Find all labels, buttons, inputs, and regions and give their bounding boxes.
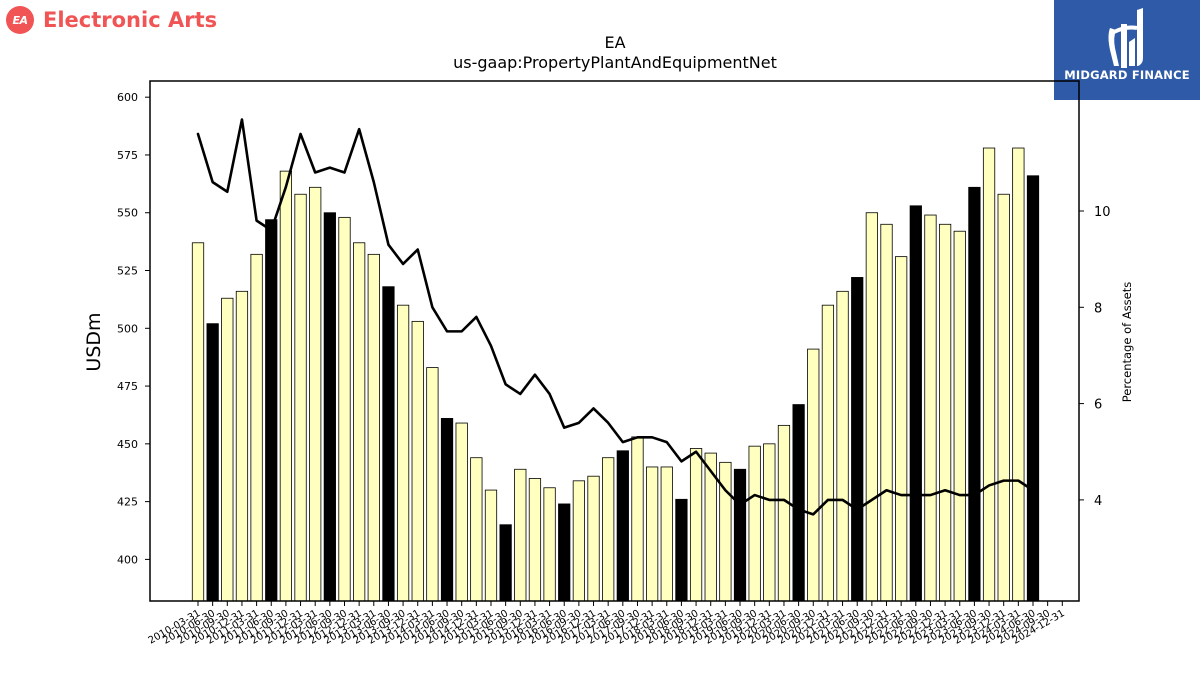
bar	[279, 170, 293, 602]
ea-logo-icon: EA	[6, 6, 34, 34]
y-tick-label: 575	[117, 149, 138, 162]
bar	[382, 286, 395, 602]
bar	[514, 468, 527, 602]
bar	[851, 277, 864, 602]
bar	[558, 503, 571, 602]
bar	[396, 304, 410, 602]
bar	[484, 489, 498, 602]
bar	[631, 436, 644, 602]
bar	[777, 424, 791, 602]
y-tick-label: 500	[117, 322, 138, 335]
y-tick-label: 450	[117, 438, 138, 451]
bar	[865, 212, 878, 602]
bar	[895, 256, 908, 602]
bar	[821, 304, 835, 602]
bar	[646, 466, 659, 602]
y-tick-label: 600	[117, 91, 138, 104]
bar	[1026, 175, 1040, 602]
sponsor-name: MIDGARD FINANCE	[1064, 68, 1190, 82]
bar	[982, 147, 996, 602]
bar	[938, 223, 952, 602]
y2-tick-label: 10	[1094, 205, 1111, 220]
line-group	[196, 118, 1035, 516]
bar	[367, 253, 380, 602]
y-tick-label: 475	[117, 380, 138, 393]
bar	[792, 404, 805, 602]
y-tick-label: 550	[117, 207, 138, 220]
bar	[235, 290, 249, 602]
bar	[675, 498, 688, 602]
bar	[411, 320, 424, 602]
bar	[309, 186, 322, 602]
y2-axis: 4 6 8 10	[1079, 205, 1111, 509]
bar	[455, 422, 468, 602]
bar	[924, 214, 937, 602]
percentage-line	[196, 118, 1035, 516]
bar	[733, 468, 747, 602]
bar	[602, 457, 615, 602]
chart-subtitle: us-gaap:PropertyPlantAndEquipmentNet	[453, 53, 777, 72]
bar	[997, 193, 1010, 602]
y-tick-label: 425	[117, 496, 138, 509]
bar	[968, 186, 981, 602]
bar	[748, 445, 761, 602]
bar	[338, 216, 351, 602]
bar	[1012, 147, 1025, 602]
y2-tick-label: 4	[1094, 494, 1102, 509]
bar	[265, 219, 278, 602]
bar	[616, 450, 629, 602]
bar	[470, 457, 483, 602]
bar	[206, 323, 219, 602]
y-tick-label: 525	[117, 265, 138, 278]
brand-name: Electronic Arts	[43, 8, 218, 32]
bar	[763, 443, 776, 602]
y2-tick-label: 8	[1094, 301, 1102, 316]
bar	[880, 223, 893, 602]
bar	[294, 193, 307, 602]
bar	[353, 242, 366, 602]
bar	[909, 205, 922, 602]
brand-header: EA Electronic Arts	[6, 5, 217, 35]
midgard-logo-icon	[1108, 8, 1143, 68]
bar	[836, 290, 849, 602]
bar	[587, 475, 600, 602]
bar	[323, 212, 336, 602]
bars-group	[191, 147, 1040, 602]
y2-tick-label: 6	[1094, 398, 1102, 413]
plot-frame	[149, 80, 1080, 602]
bar	[426, 367, 439, 602]
bar	[528, 478, 542, 602]
bar	[191, 242, 205, 602]
chart-title: EA	[604, 33, 625, 52]
bar	[440, 418, 454, 602]
bar	[953, 230, 966, 602]
x-axis: 2010-03-312010-06-302010-09-302010-12-31…	[147, 601, 1067, 647]
y-axis: 400 425 450 475 500 525 550 575 600	[117, 91, 150, 566]
bar	[689, 448, 703, 602]
bar	[250, 253, 263, 602]
bar	[660, 466, 673, 602]
bar	[543, 487, 556, 602]
bar	[807, 348, 820, 602]
y-tick-label: 400	[117, 553, 138, 566]
bar	[572, 480, 585, 602]
y2-axis-label: Percentage of Assets	[1120, 282, 1134, 403]
y-axis-label: USDm	[83, 312, 105, 371]
bar	[221, 297, 234, 602]
bar	[499, 524, 512, 602]
